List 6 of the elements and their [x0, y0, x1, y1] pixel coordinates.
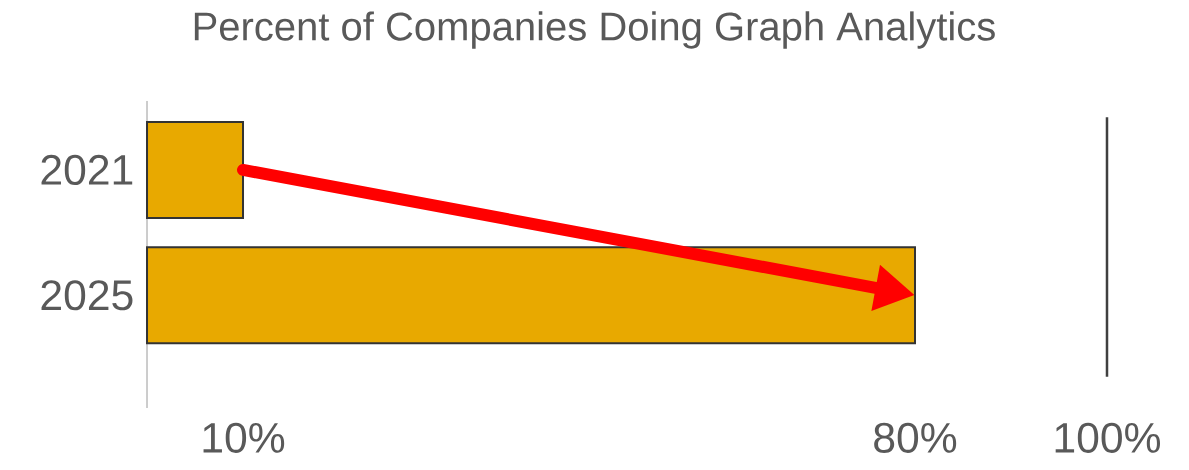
x-tick-label: 100% — [1055, 422, 1161, 453]
y-tick-label: 2021 — [41, 154, 133, 186]
x-tick-label: 80% — [874, 422, 957, 453]
y-tick-label: 2025 — [41, 280, 133, 311]
x-tick-label: 10% — [203, 422, 285, 453]
chart-title: Percent of Companies Doing Graph Analytics — [194, 11, 995, 49]
